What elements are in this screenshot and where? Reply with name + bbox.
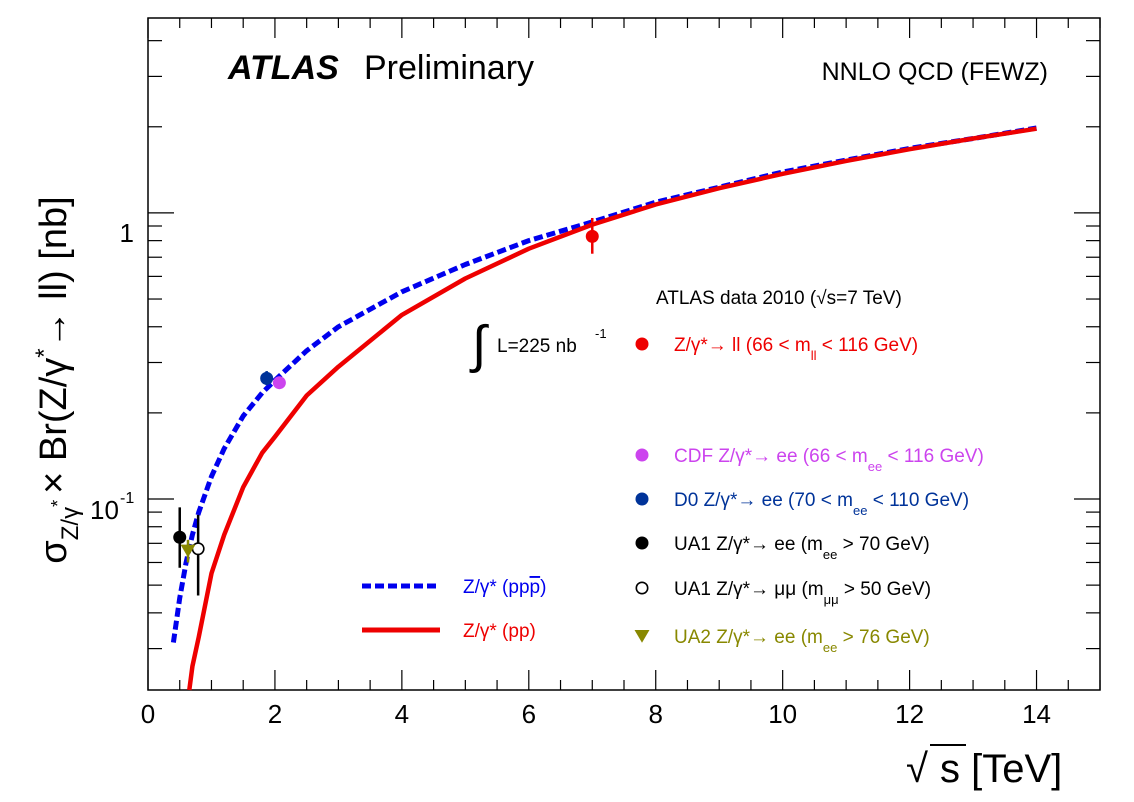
y-axis-sigma-subscript-star: * [48, 500, 68, 507]
atlas-brand: ATLAS [227, 49, 339, 87]
legend-marker [635, 581, 649, 595]
data-point [272, 376, 286, 390]
x-tick-label: 0 [141, 699, 155, 729]
curve-pp [187, 126, 1037, 691]
x-tick-label: 12 [895, 699, 924, 729]
legend-label-pp: Z/γ* (pp) [463, 621, 536, 642]
legend-marker [635, 337, 649, 351]
axis-ticks: 0 2 4 6 8 10 12 14 [141, 18, 1101, 729]
legend-entry-text-tail: > 50 GeV) [839, 579, 931, 600]
x-axis-sqrt-symbol: √ [906, 747, 928, 791]
legend-entry-text: Z/γ*→ ll (66 < m [674, 335, 811, 356]
y-tick-label-1: 1 [120, 218, 134, 248]
data-point [585, 229, 599, 243]
legend-entry-text-tail: < 116 GeV) [817, 335, 919, 356]
legend-marker [635, 448, 649, 462]
x-tick-label: 6 [522, 699, 536, 729]
legend-label-ppbar-bar: p [530, 577, 541, 598]
legend-marker [634, 630, 650, 643]
data-legend: Z/γ*→ ll (66 < mll < 116 GeV)CDF Z/γ*→ e… [634, 335, 984, 655]
legend-entry: UA1 Z/γ*→ μμ (mμμ > 50 GeV) [674, 579, 931, 607]
legend-entry: CDF Z/γ*→ ee (66 < mee < 116 GeV) [674, 446, 984, 474]
y-axis-tail: ll) [nb] [33, 196, 75, 310]
legend-entry-text-tail: > 70 GeV) [837, 534, 929, 555]
y-axis-title: σZ/γ*× Br(Z/γ*→ ll) [nb] [31, 196, 84, 563]
legend-entry-text: CDF Z/γ*→ ee (66 < m [674, 446, 868, 467]
plot-area [147, 17, 1101, 691]
x-tick-label: 8 [648, 699, 662, 729]
y-axis-arrow: → [33, 310, 75, 348]
luminosity-exponent: -1 [595, 326, 607, 341]
legend-entry-subscript: ee [853, 503, 867, 518]
svg-text:σZ/γ*× Br(Z/γ*→ ll) [nb]: σZ/γ*× Br(Z/γ*→ ll) [nb] [31, 196, 84, 563]
y-tick-label-0.1-base: 10 [90, 495, 119, 525]
legend-entry-text-tail: > 76 GeV) [837, 627, 929, 648]
legend-entry-text: UA1 Z/γ*→ ee (m [674, 534, 823, 555]
preliminary-label: Preliminary [364, 49, 534, 87]
x-tick-label: 2 [268, 699, 282, 729]
y-tick-label-0.1-exp: -1 [120, 490, 134, 507]
theory-curves [170, 125, 1037, 691]
y-axis-br-text: × Br(Z/γ [33, 358, 75, 494]
x-tick-label: 10 [768, 699, 797, 729]
y-axis-sigma: σ [33, 540, 75, 563]
legend-entry: UA1 Z/γ*→ ee (mee > 70 GeV) [674, 534, 930, 562]
legend-entry: UA2 Z/γ*→ ee (mee > 76 GeV) [674, 627, 930, 655]
data-point [173, 530, 187, 544]
data-point [180, 544, 196, 558]
legend-entry-subscript: μμ [824, 592, 839, 607]
legend-marker [635, 536, 649, 550]
legend-entry-subscript: ee [823, 547, 837, 562]
y-axis-sigma-subscript: Z/γ [57, 507, 84, 540]
legend-entry: D0 Z/γ*→ ee (70 < mee < 110 GeV) [674, 490, 969, 518]
y-axis-star: * [31, 348, 58, 357]
legend-label-ppbar: Z/γ* (ppp) [463, 577, 546, 598]
curve-ppbar [170, 125, 1037, 643]
legend-entry-text-tail: < 116 GeV) [882, 446, 984, 467]
curve-legend: Z/γ* (ppp) Z/γ* (pp) [362, 577, 546, 642]
legend-entry: Z/γ*→ ll (66 < mll < 116 GeV) [674, 335, 918, 363]
x-tick-label: 14 [1022, 699, 1051, 729]
x-axis-title: s [TeV] [940, 747, 1062, 791]
data-point [260, 371, 274, 385]
legend-entry-text: UA1 Z/γ*→ μμ (m [674, 579, 824, 600]
plot-frame [147, 17, 1101, 691]
data-legend-header: ATLAS data 2010 (√s=7 TeV) [656, 288, 902, 309]
integral-symbol: ∫ [469, 316, 489, 374]
legend-entry-subscript: ee [823, 640, 837, 655]
legend-marker [635, 492, 649, 506]
data-points [173, 217, 599, 596]
legend-entry-text-tail: < 110 GeV) [867, 490, 969, 511]
legend-entry-subscript: ee [868, 459, 882, 474]
legend-entry-text: D0 Z/γ*→ ee (70 < m [674, 490, 853, 511]
legend-entry-subscript: ll [811, 348, 817, 363]
legend-entry-text: UA2 Z/γ*→ ee (m [674, 627, 823, 648]
theory-label: NNLO QCD (FEWZ) [822, 58, 1048, 86]
luminosity-label: L=225 nb [497, 336, 577, 357]
x-tick-label: 4 [395, 699, 409, 729]
